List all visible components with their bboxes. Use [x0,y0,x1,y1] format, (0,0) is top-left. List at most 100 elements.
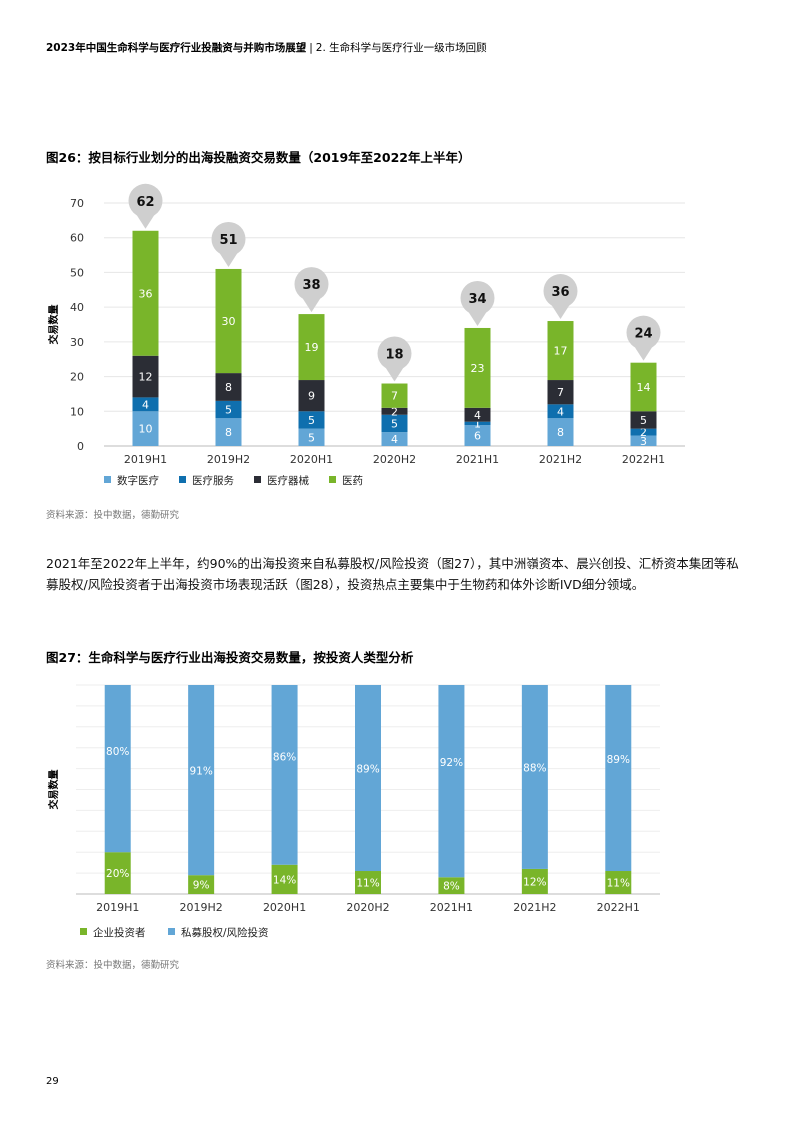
legend-label: 医疗服务 [192,474,234,487]
bar-value-label: 4 [142,398,149,411]
body-paragraph: 2021年至2022年上半年，约90%的出海投资来自私募股权/风险投资（图27）… [46,556,739,592]
figure26-chart: 010203040506070交易数量1041236622019H1858305… [47,183,685,487]
x-tick-label: 2021H1 [430,901,473,914]
bar-segment-企业投资者 [605,871,632,894]
bar-value-label: 6 [474,430,481,443]
report-title: 2023年中国生命科学与医疗行业投融资与并购市场展望 [46,42,307,54]
figure26-title: 图26：按目标行业划分的出海投融资交易数量（2019年至2022年上半年） [46,150,471,165]
total-bubble-pointer [385,367,404,382]
x-tick-label: 2021H2 [513,901,556,914]
total-label: 38 [302,278,320,293]
y-tick-label: 70 [70,197,84,210]
x-tick-label: 2021H2 [539,453,582,466]
bar-segment-数字医疗 [464,425,491,446]
total-bubble-pointer [136,214,155,229]
bar-value-label: 2 [640,426,647,439]
legend-swatch-企业投资者 [80,928,87,935]
bar-value-label: 9% [193,880,210,892]
legend-label: 企业投资者 [93,926,146,939]
bar-segment-医药 [381,383,408,408]
bar-segment-企业投资者 [438,877,465,894]
total-bubble [211,221,246,256]
x-tick-label: 2020H1 [263,901,306,914]
legend-label: 数字医疗 [117,474,159,487]
legend-label: 医药 [342,475,363,487]
bar-segment-医疗服务 [464,421,491,426]
bar-segment-医药 [215,268,242,374]
bar-segment-数字医疗 [132,411,159,446]
total-bubble [626,315,661,350]
bar-value-label: 89% [607,754,630,766]
x-tick-label: 2022H1 [622,453,665,466]
bar-value-label: 8 [225,426,232,439]
bar-value-label: 9 [308,390,315,403]
legend-swatch-医药 [329,476,336,483]
total-bubble [294,267,329,302]
bar-value-label: 4 [391,433,398,446]
x-tick-label: 2021H1 [456,453,499,466]
bar-segment-数字医疗 [547,418,574,446]
y-tick-label: 60 [70,232,84,245]
bar-segment-数字医疗 [381,432,408,446]
page-number: 29 [46,1076,59,1087]
y-tick-label: 50 [70,266,84,279]
bar-segment-医疗服务 [215,400,242,419]
bar-value-label: 19 [305,341,319,354]
bar-value-label: 5 [308,431,315,444]
bar-segment-医疗服务 [298,411,325,429]
bar-value-label: 7 [391,390,398,403]
bar-segment-医药 [464,327,491,408]
bar-value-label: 12% [523,876,546,888]
figure27-source: 资料来源：投中数据，德勤研究 [46,960,180,971]
bar-value-label: 5 [391,417,398,430]
legend-swatch-医疗器械 [254,476,261,483]
bar-segment-医药 [132,230,159,356]
bar-segment-医疗服务 [547,404,574,419]
bar-value-label: 12 [139,371,153,384]
bar-value-label: 30 [222,315,236,328]
bar-value-label: 92% [440,757,463,769]
x-tick-label: 2019H1 [124,453,167,466]
bar-segment-私募股权/风险投资 [438,685,465,878]
bar-segment-医疗器械 [298,380,325,412]
bar-segment-医疗器械 [464,407,491,422]
bar-value-label: 23 [471,362,485,375]
bar-segment-企业投资者 [188,875,215,894]
total-label: 36 [551,285,569,300]
y-axis-label: 交易数量 [47,305,60,345]
y-tick-label: 0 [77,440,84,453]
bar-value-label: 80% [106,746,129,758]
bar-value-label: 20% [106,868,129,880]
y-axis-label: 交易数量 [47,770,60,810]
total-label: 18 [385,348,403,363]
bar-segment-医疗服务 [381,414,408,433]
x-tick-label: 2020H2 [346,901,389,914]
bar-segment-企业投资者 [521,868,548,894]
bar-value-label: 14% [273,874,296,886]
bar-value-label: 8 [557,426,564,439]
bar-value-label: 14 [637,381,651,394]
bar-value-label: 4 [474,409,481,422]
bar-value-label: 11% [356,878,379,890]
bar-value-label: 89% [356,763,379,775]
total-label: 24 [634,327,652,342]
bar-segment-医疗器械 [381,407,408,415]
bar-segment-医疗服务 [630,428,657,436]
bar-value-label: 5 [640,414,647,427]
legend-label: 医疗器械 [267,474,309,487]
total-bubble [543,274,578,309]
bar-segment-私募股权/风险投资 [271,685,298,865]
bar-segment-数字医疗 [215,418,242,446]
total-label: 62 [136,195,154,210]
bar-value-label: 11% [607,878,630,890]
bar-segment-企业投资者 [271,864,298,894]
x-tick-label: 2020H2 [373,453,416,466]
x-tick-label: 2022H1 [597,901,640,914]
figure26-source: 资料来源：投中数据，德勤研究 [46,510,180,521]
bar-value-label: 2 [391,405,398,418]
total-label: 34 [468,292,486,307]
bar-segment-数字医疗 [298,428,325,446]
bar-value-label: 88% [523,762,546,774]
total-label: 51 [219,233,237,248]
bar-value-label: 91% [189,765,212,777]
